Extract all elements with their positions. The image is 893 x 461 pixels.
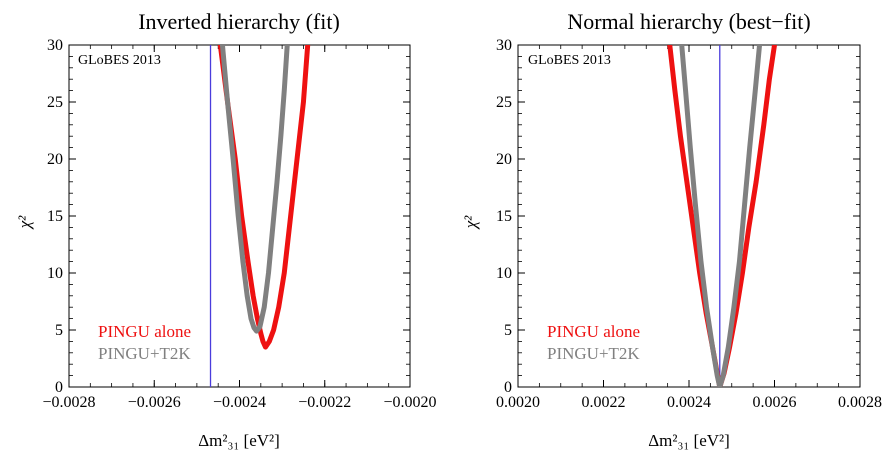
y-tick-label: 20 [496,151,512,168]
y-axis-label: χ² [461,215,480,230]
x-tick-label: 0.0028 [838,394,882,411]
y-tick-label: 30 [496,37,512,54]
y-axis-label: χ² [15,215,34,230]
globes-annotation: GLoBES 2013 [78,53,161,68]
y-tick-label: 0 [504,379,512,396]
y-tick-label: 0 [55,379,63,396]
y-tick-label: 15 [496,208,512,225]
series-pingu-t2k-line [219,45,290,334]
chart-title: Inverted hierarchy (fit) [138,9,340,34]
legend-pingu-alone: PINGU alone [98,322,191,341]
panel-inverted-hierarchy: Inverted hierarchy (fit) −0.0028 −0.0026 −0… [15,9,437,450]
panel-normal-hierarchy: Normal hierarchy (best−fit) 0.0020 0.0022 0… [461,9,882,450]
chart-title: Normal hierarchy (best−fit) [567,9,810,34]
x-tick-label: −0.0022 [298,394,351,411]
legend-pingu-t2k: PINGU+T2K [547,344,640,363]
y-tick-label: 5 [504,322,512,339]
x-tick-label: −0.0024 [213,394,266,411]
x-axis-label: Δm²₃₁ [eV²] [648,431,730,450]
y-tick-label: 15 [47,208,63,225]
y-tick-label: 5 [55,322,63,339]
x-tick-label: 0.0026 [753,394,797,411]
series-pingu-t2k-line [679,45,763,387]
x-tick-label: −0.0028 [42,394,95,411]
y-tick-label: 10 [496,265,512,282]
y-tick-label: 20 [47,151,63,168]
y-tick-label: 25 [496,94,512,111]
series-pingu-alone-line [217,45,311,350]
globes-annotation: GLoBES 2013 [528,53,611,68]
series-pingu-alone-line [667,45,777,387]
x-tick-label: 0.0020 [496,394,540,411]
x-axis-label: Δm²₃₁ [eV²] [198,431,280,450]
legend-pingu-t2k: PINGU+T2K [98,344,191,363]
y-tick-label: 25 [47,94,63,111]
y-tick-label: 30 [47,37,63,54]
x-tick-label: −0.0026 [128,394,181,411]
x-tick-label: 0.0024 [667,394,711,411]
x-tick-label: 0.0022 [582,394,626,411]
x-tick-label: −0.0020 [383,394,436,411]
legend-pingu-alone: PINGU alone [547,322,640,341]
y-tick-label: 10 [47,265,63,282]
